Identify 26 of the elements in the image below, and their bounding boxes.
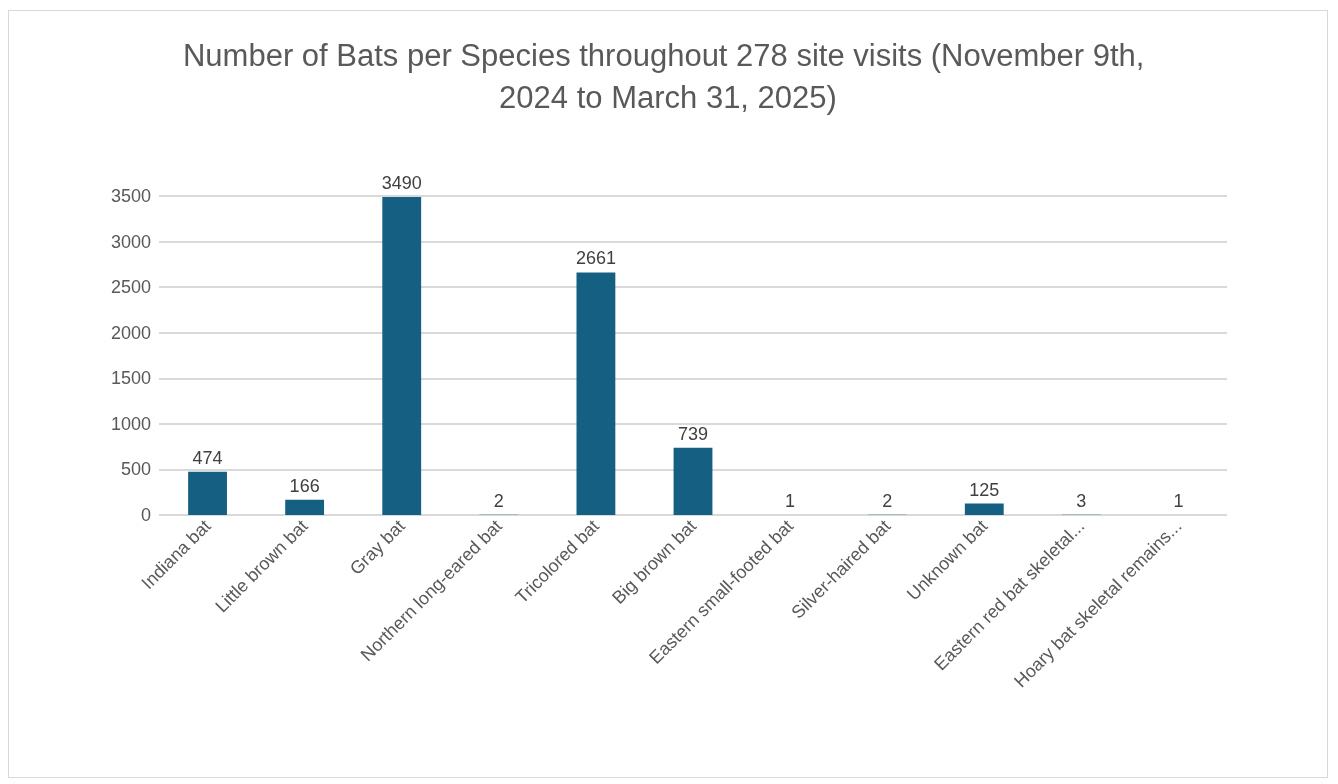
bar bbox=[188, 471, 227, 515]
data-label: 1 bbox=[785, 490, 796, 511]
y-tick-label: 0 bbox=[140, 505, 151, 525]
bar bbox=[576, 272, 616, 515]
y-tick-label: 2000 bbox=[110, 322, 151, 343]
data-label: 1 bbox=[1173, 490, 1184, 511]
data-label: 474 bbox=[192, 447, 223, 468]
y-tick-label: 1500 bbox=[110, 368, 151, 389]
data-label: 166 bbox=[289, 475, 320, 496]
data-label: 3490 bbox=[381, 172, 422, 193]
bar bbox=[285, 499, 325, 515]
data-label: 125 bbox=[969, 479, 1000, 500]
y-tick-label: 3000 bbox=[110, 231, 151, 252]
data-label: 739 bbox=[677, 423, 709, 444]
bar bbox=[964, 503, 1004, 515]
bar bbox=[673, 447, 713, 515]
data-label: 3 bbox=[1076, 490, 1087, 511]
data-label: 2 bbox=[882, 490, 893, 511]
y-tick-label: 500 bbox=[120, 459, 151, 480]
y-tick-label: 1000 bbox=[110, 413, 151, 434]
y-tick-label: 2500 bbox=[110, 277, 151, 298]
bar bbox=[382, 196, 422, 515]
chart-title: Number of Bats per Species throughout 278 site visits (November 9th, 2024 to March 31, 2025) bbox=[182, 37, 1154, 115]
y-tick-label: 3500 bbox=[110, 186, 151, 206]
data-label: 2 bbox=[493, 490, 504, 511]
data-label: 2661 bbox=[575, 248, 616, 269]
